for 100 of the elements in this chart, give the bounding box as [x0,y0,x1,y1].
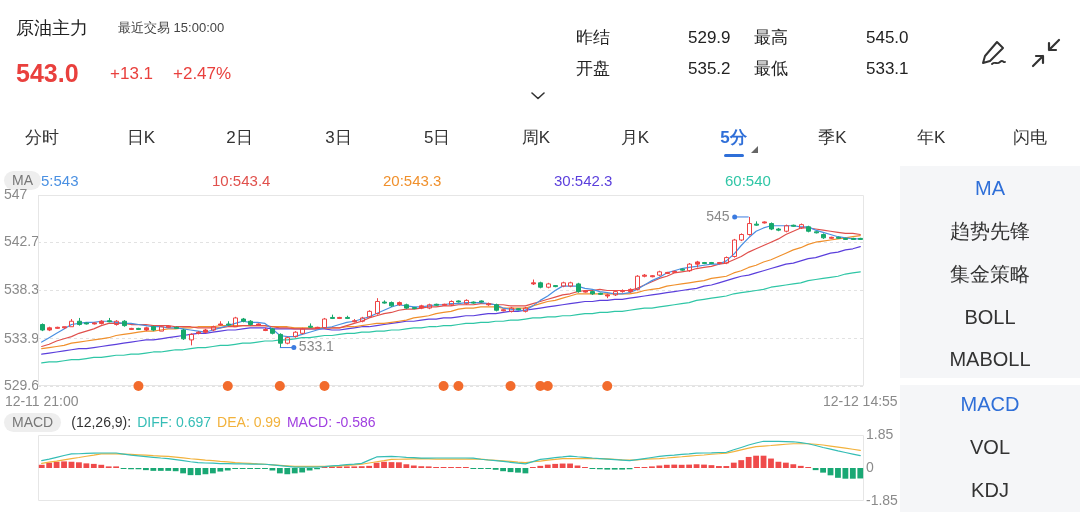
series-label: DIFF: 0.697 [137,414,212,430]
candlestick [620,288,625,294]
candlestick [531,279,536,286]
text: 趋势先锋 [950,220,1030,242]
y-tick-label: 529.6 [4,376,40,393]
text: 529.9 [688,28,731,48]
candlestick [695,260,700,268]
candlestick [613,290,618,297]
candlestick [479,299,484,304]
candlestick [226,320,231,327]
text: 20:543.3 [383,171,442,189]
candlestick [360,316,365,323]
text: 闪电 [1013,128,1047,147]
text: 30:542.3 [554,171,613,189]
candlestick [382,299,387,305]
text: MA [975,177,1005,199]
candlestick [635,274,640,291]
bar [195,468,201,476]
y-tick-label: 1.85 [866,425,894,442]
annotation: 545 [706,207,730,224]
candlestick [628,287,633,294]
candlestick [293,330,298,339]
candlestick [858,237,863,241]
candlestick [412,306,417,310]
candlestick [322,317,327,330]
candlestick [270,327,275,335]
candlestick [256,322,261,327]
candlestick [449,299,454,307]
candlestick [47,326,52,332]
candlestick [122,319,127,328]
text: 60:540 [725,171,771,189]
candlestick [762,220,767,225]
candlestick [657,270,662,277]
text: +13.1 [110,64,154,84]
candlestick [345,315,350,320]
candlestick [189,332,194,346]
candlestick [561,281,566,288]
candlestick [181,328,186,341]
candlestick [211,325,216,332]
candlestick [456,299,461,304]
candlestick [568,281,573,288]
text: MACD [960,393,1020,415]
legend-title: MACD [4,412,62,432]
text: 分时 [25,128,59,147]
text: DEA: 0.99 [217,414,281,430]
candlestick [598,292,603,296]
candlestick [174,326,179,330]
bar [693,464,700,468]
bar [768,458,774,468]
candlestick [665,271,670,275]
candlestick [434,303,439,307]
candlestick [389,300,394,308]
text: 年K [917,128,946,147]
candlestick [546,282,551,289]
candlestick [650,274,655,278]
candlestick [776,227,781,232]
text: 543.0 [16,58,79,88]
text: 3日 [325,128,352,147]
candlestick [136,327,141,331]
candlestick [851,237,856,241]
text: 昨结 [576,28,610,48]
text: 2日 [226,128,253,147]
candlestick [739,232,744,242]
candlestick [144,326,149,332]
candlestick [218,320,223,327]
candlestick [829,236,834,240]
candlestick [680,268,685,272]
annotation: 533.1 [298,338,335,355]
candlestick [77,317,82,327]
candlestick [352,318,357,323]
candlestick [203,328,208,334]
candlestick [717,261,722,265]
text: 原油主力 [16,17,88,39]
chart-subtitle: (12,26,9): [71,414,132,430]
text: 周K [521,128,551,147]
candlestick [151,325,156,332]
candlestick [590,290,595,296]
candlestick [427,303,432,310]
text: 10:543.4 [212,171,271,189]
text: 545.0 [866,28,909,48]
candlestick [605,293,610,299]
y-tick-label: 533.9 [4,329,40,346]
candlestick [375,297,380,316]
text: 集金策略 [950,263,1030,285]
candlestick [419,304,424,310]
candlestick [702,261,707,265]
candlestick [791,224,796,228]
candlestick [367,309,372,319]
candlestick [442,303,447,307]
candlestick [732,238,737,259]
text: 533.1 [866,59,909,79]
candlestick [523,306,528,313]
candlestick [494,303,499,312]
candlestick [836,236,841,240]
candlestick [114,319,119,327]
candlestick [99,319,104,326]
candlestick [55,326,60,330]
y-tick-label: -1.85 [866,491,899,508]
text: 最近交易 15:00:00 [118,20,225,36]
candlestick [509,306,514,313]
